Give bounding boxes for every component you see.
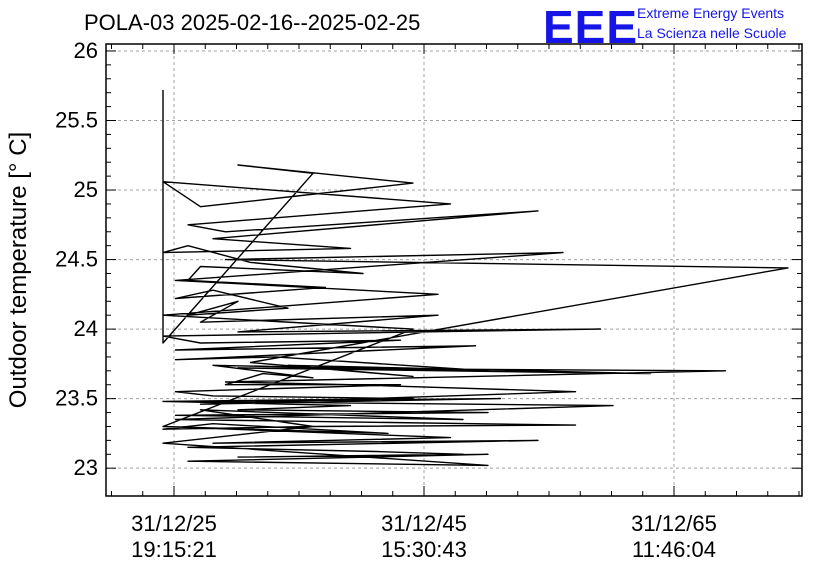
chart-title: POLA-03 2025-02-16--2025-02-25 bbox=[84, 10, 421, 35]
eee-logo-line1: Extreme Energy Events bbox=[637, 5, 785, 21]
x-tick-label-time: 15:30:43 bbox=[381, 537, 467, 562]
y-tick-label: 23 bbox=[74, 455, 98, 480]
y-tick-label: 24 bbox=[74, 316, 98, 341]
eee-logo-line2: La Scienza nelle Scuole bbox=[637, 25, 787, 41]
y-tick-label: 25 bbox=[74, 177, 98, 202]
y-axis-label: Outdoor temperature [° C] bbox=[5, 132, 32, 408]
x-tick-label-date: 31/12/45 bbox=[381, 511, 467, 536]
x-tick-label-date: 31/12/25 bbox=[131, 511, 217, 536]
plot-frame bbox=[105, 43, 803, 497]
y-tick-label: 23.5 bbox=[55, 386, 98, 411]
x-tick-label-time: 19:15:21 bbox=[131, 537, 217, 562]
series-line bbox=[162, 89, 789, 467]
y-tick-label: 24.5 bbox=[55, 247, 98, 272]
y-tick-label: 25.5 bbox=[55, 107, 98, 132]
y-tick-label: 26 bbox=[74, 38, 98, 63]
x-tick-label-time: 11:46:04 bbox=[632, 537, 716, 562]
x-tick-label-date: 31/12/65 bbox=[631, 511, 717, 536]
